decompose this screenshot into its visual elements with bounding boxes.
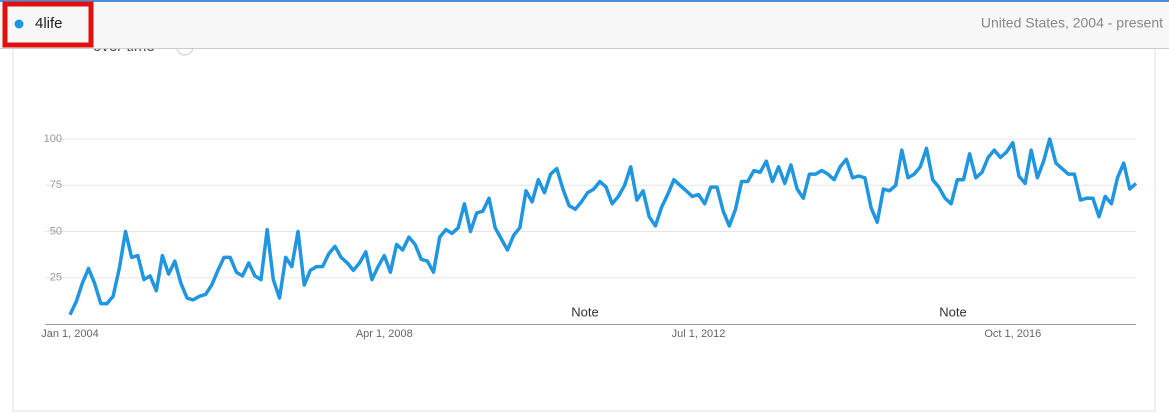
card bbox=[12, 39, 1156, 412]
highlight-box bbox=[2, 1, 94, 48]
region-label: United States, 2004 - present bbox=[981, 15, 1163, 31]
plot: 25 50 75 100 Jan 1, 2004 Apr 1, 2008 Jul 1, 20… bbox=[41, 133, 1138, 340]
annotation: Note bbox=[571, 304, 598, 319]
x-tick-label: Oct 1, 2016 bbox=[984, 328, 1041, 340]
annotation: Note bbox=[939, 304, 966, 319]
top-border bbox=[0, 0, 1169, 2]
y-tick-label: 75 bbox=[50, 179, 62, 191]
x-tick-label: Apr 1, 2008 bbox=[356, 328, 413, 340]
x-tick-label: Jan 1, 2004 bbox=[41, 328, 99, 340]
header bbox=[0, 2, 1169, 48]
y-tick-label: 50 bbox=[50, 225, 62, 237]
x-tick-label: Jul 1, 2012 bbox=[672, 328, 726, 340]
y-tick-label: 100 bbox=[44, 133, 62, 145]
y-tick-label: 25 bbox=[50, 272, 62, 284]
legend-marker bbox=[14, 19, 24, 29]
line bbox=[68, 137, 1138, 316]
legend-label[interactable]: 4life bbox=[35, 15, 63, 32]
